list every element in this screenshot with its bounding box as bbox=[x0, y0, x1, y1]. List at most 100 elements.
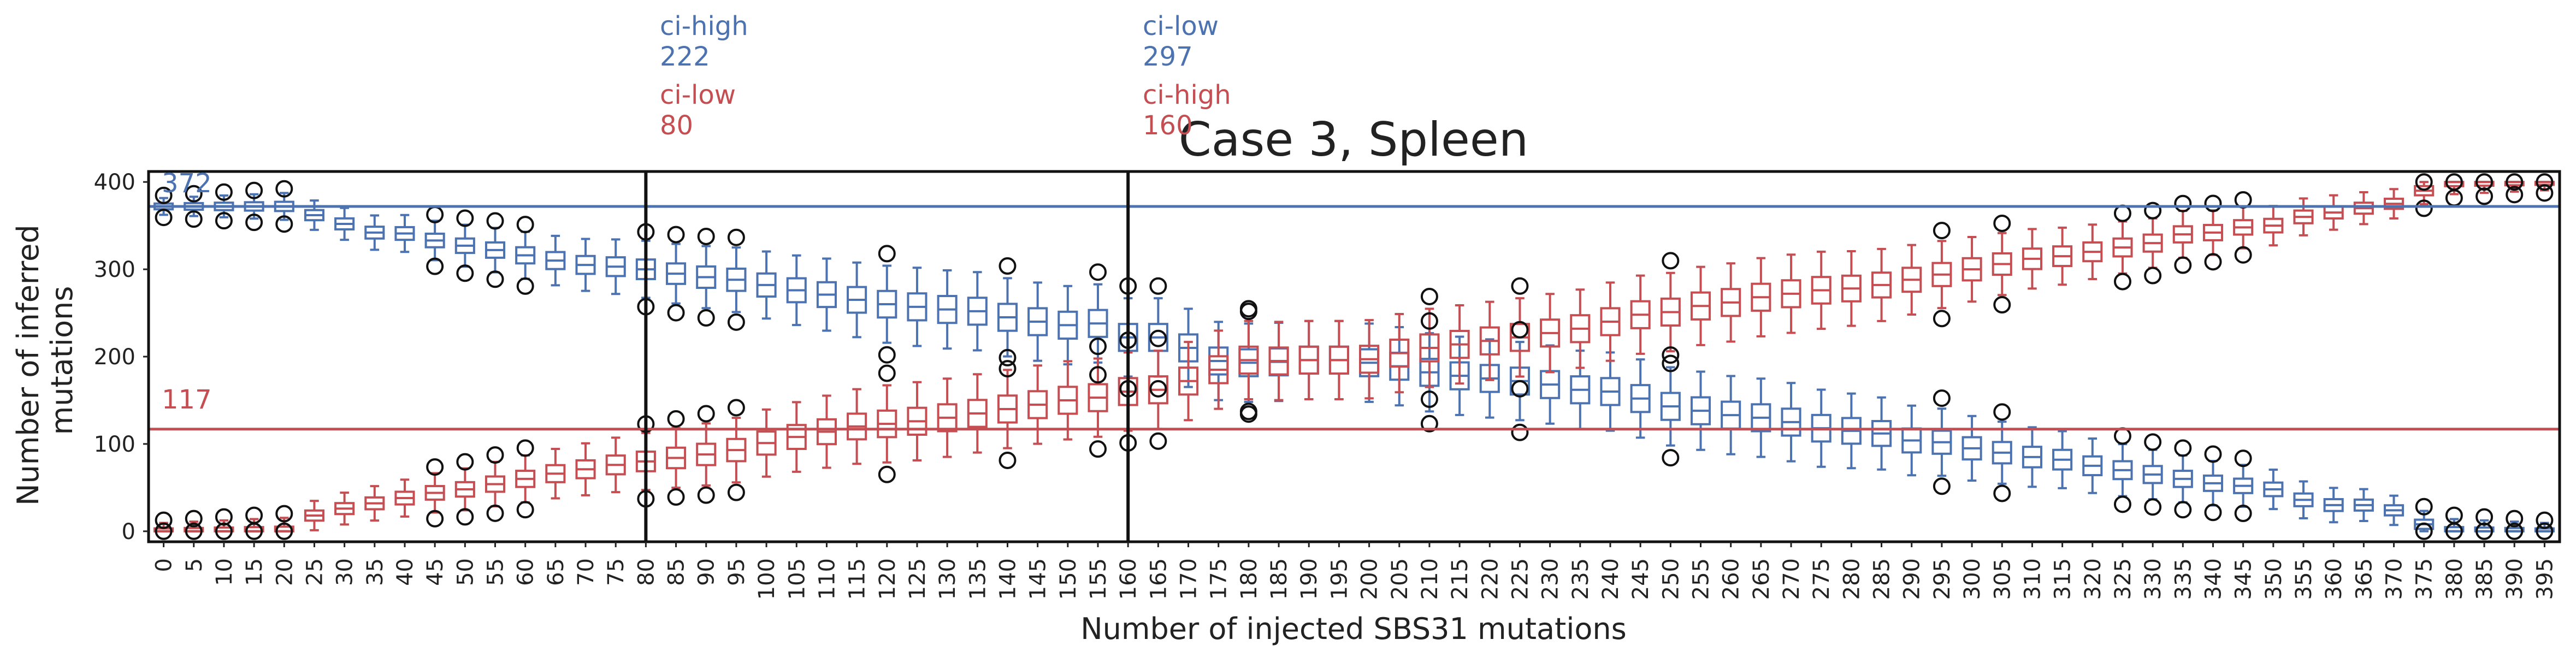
outlier-marker bbox=[2174, 501, 2192, 519]
x-tick-label: 320 bbox=[2081, 558, 2106, 600]
x-tick-label: 265 bbox=[1749, 558, 1774, 600]
x-tick-label: 275 bbox=[1809, 558, 1834, 600]
outlier-marker bbox=[155, 209, 173, 227]
ref-line-red-label: 117 bbox=[162, 384, 212, 415]
outlier-marker bbox=[999, 257, 1017, 275]
outlier-marker bbox=[2506, 522, 2524, 540]
x-tick-label: 355 bbox=[2291, 558, 2317, 600]
outlier-marker bbox=[486, 212, 504, 230]
x-tick-label: 60 bbox=[513, 558, 539, 586]
x-tick-label: 145 bbox=[1026, 558, 1051, 600]
outlier-marker bbox=[456, 264, 474, 282]
outlier-marker bbox=[2415, 173, 2433, 191]
outlier-marker bbox=[1149, 277, 1167, 295]
outlier-marker bbox=[2113, 204, 2131, 222]
outlier-marker bbox=[1993, 296, 2011, 314]
x-tick-label: 385 bbox=[2472, 558, 2497, 600]
outlier-marker bbox=[245, 181, 263, 199]
outlier-marker bbox=[999, 451, 1017, 469]
outlier-marker bbox=[2506, 186, 2524, 204]
vline-160-red-value: 160 bbox=[1143, 110, 1193, 141]
x-tick-label: 160 bbox=[1116, 558, 1141, 600]
x-tick-label: 110 bbox=[814, 558, 840, 600]
outlier-marker bbox=[426, 458, 444, 476]
x-tick-label: 240 bbox=[1598, 558, 1623, 600]
outlier-marker bbox=[1420, 287, 1438, 305]
outlier-marker bbox=[456, 453, 474, 471]
ref-line-blue-label: 372 bbox=[162, 168, 212, 199]
outlier-marker bbox=[185, 185, 203, 203]
outlier-marker bbox=[1993, 214, 2011, 232]
outlier-marker bbox=[2144, 202, 2162, 220]
x-tick-label: 85 bbox=[664, 558, 689, 586]
outlier-marker bbox=[516, 501, 534, 519]
x-tick-label: 305 bbox=[1990, 558, 2015, 600]
outlier-marker bbox=[486, 270, 504, 288]
outlier-marker bbox=[727, 313, 745, 331]
outlier-marker bbox=[426, 257, 444, 275]
outlier-marker bbox=[426, 510, 444, 528]
outlier-marker bbox=[697, 486, 715, 504]
outlier-marker bbox=[667, 410, 685, 428]
outlier-marker bbox=[1933, 222, 1951, 240]
vline-160-blue-name: ci-low bbox=[1143, 11, 1219, 42]
outlier-marker bbox=[2144, 433, 2162, 451]
outlier-marker bbox=[2144, 498, 2162, 516]
x-tick-label: 205 bbox=[1387, 558, 1413, 600]
x-tick-label: 230 bbox=[1538, 558, 1563, 600]
outlier-marker bbox=[1420, 390, 1438, 409]
x-tick-label: 90 bbox=[694, 558, 719, 586]
x-tick-label: 280 bbox=[1839, 558, 1864, 600]
outlier-marker bbox=[1933, 310, 1951, 328]
outlier-marker bbox=[2174, 439, 2192, 457]
outlier-marker bbox=[2536, 173, 2554, 191]
outlier-marker bbox=[245, 214, 263, 232]
x-tick-label: 190 bbox=[1297, 558, 1322, 600]
x-tick-label: 330 bbox=[2141, 558, 2166, 600]
x-tick-label: 20 bbox=[272, 558, 297, 586]
x-tick-label: 120 bbox=[875, 558, 900, 600]
x-tick-label: 140 bbox=[995, 558, 1020, 600]
outlier-marker bbox=[2475, 187, 2494, 205]
x-tick-label: 45 bbox=[423, 558, 448, 586]
vline-80-red-name: ci-low bbox=[660, 80, 736, 110]
x-tick-label: 175 bbox=[1207, 558, 1232, 600]
outlier-marker bbox=[999, 348, 1017, 366]
vline-160-red-name: ci-high bbox=[1143, 80, 1231, 110]
outlier-marker bbox=[275, 505, 293, 523]
outlier-marker bbox=[1662, 252, 1680, 270]
vline-80-blue-name: ci-high bbox=[660, 11, 748, 42]
outlier-marker bbox=[155, 186, 173, 204]
outlier-marker bbox=[2113, 427, 2131, 445]
y-tick-label: 200 bbox=[94, 345, 135, 370]
outlier-marker bbox=[2113, 273, 2131, 291]
x-tick-label: 15 bbox=[242, 558, 267, 586]
outlier-marker bbox=[2204, 445, 2222, 463]
vline-160-blue-value: 297 bbox=[1143, 42, 1193, 72]
outlier-marker bbox=[2204, 253, 2222, 271]
y-axis-label-line-1: Number of inferred bbox=[11, 224, 45, 506]
outlier-marker bbox=[456, 209, 474, 227]
x-tick-label: 315 bbox=[2051, 558, 2076, 600]
outlier-marker bbox=[2234, 246, 2252, 264]
x-tick-label: 365 bbox=[2352, 558, 2377, 600]
x-tick-label: 335 bbox=[2171, 558, 2196, 600]
outlier-marker bbox=[215, 522, 233, 540]
outlier-marker bbox=[1420, 415, 1438, 433]
outlier-marker bbox=[667, 304, 685, 322]
outlier-marker bbox=[2415, 522, 2433, 540]
x-tick-label: 115 bbox=[845, 558, 870, 600]
outlier-marker bbox=[155, 522, 173, 540]
x-tick-label: 80 bbox=[634, 558, 659, 586]
x-tick-label: 105 bbox=[784, 558, 810, 600]
outlier-marker bbox=[697, 405, 715, 423]
outlier-marker bbox=[667, 488, 685, 506]
y-tick-label: 300 bbox=[94, 257, 135, 282]
outlier-marker bbox=[2144, 267, 2162, 285]
x-tick-label: 255 bbox=[1689, 558, 1714, 600]
outlier-marker bbox=[2415, 498, 2433, 516]
outlier-marker bbox=[185, 522, 203, 540]
outlier-marker bbox=[2445, 522, 2463, 540]
outlier-marker bbox=[185, 210, 203, 228]
outlier-marker bbox=[1089, 263, 1107, 281]
